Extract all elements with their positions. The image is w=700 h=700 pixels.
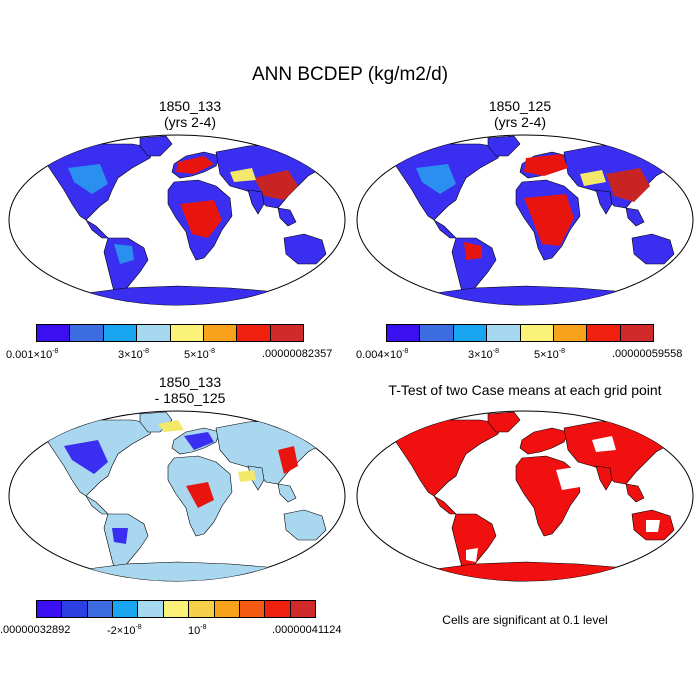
land-greenland <box>487 135 521 157</box>
colorbar-2-swatch-7 <box>587 325 621 341</box>
land-greenland <box>139 135 173 157</box>
data-patch-4 <box>254 170 298 200</box>
colorbar-3-swatch-8 <box>214 601 240 617</box>
data-patch-5 <box>464 242 482 260</box>
data-patch-3 <box>186 482 214 508</box>
colorbar-3-swatch-9 <box>239 601 266 617</box>
land-seAsia <box>277 207 297 227</box>
panel-3-title-line2: - 1850_125 <box>154 390 226 406</box>
panel-2-title-line2: (yrs 2-4) <box>493 114 547 130</box>
data-patch-1 <box>64 440 108 474</box>
colorbar-2-swatch-5 <box>520 325 554 341</box>
data-patch-6 <box>580 170 606 186</box>
panel-1-title-line2: (yrs 2-4) <box>163 114 217 130</box>
colorbar-3-swatch-11 <box>290 601 315 617</box>
colorbar-3-swatch-5 <box>138 601 164 617</box>
colorbar-3-swatch-4 <box>113 601 139 617</box>
colorbar-2-swatch-3 <box>453 325 488 341</box>
colorbar-1-label-min: 0.001×10-8 <box>6 348 59 361</box>
data-patch-1 <box>556 466 586 490</box>
colorbar-1-swatch-4 <box>137 325 171 341</box>
data-patch-7 <box>238 470 256 482</box>
data-patch-3 <box>592 436 616 452</box>
panel-3-title: 1850_133 - 1850_125 <box>80 374 300 406</box>
land-northAmerica <box>395 419 503 497</box>
colorbar-3-swatch-1 <box>37 601 63 617</box>
colorbar-2-swatch-6 <box>553 325 588 341</box>
colorbar-2-label-max: .00000059558 <box>612 348 683 360</box>
land-australia <box>283 509 327 541</box>
data-patch-4 <box>278 446 298 474</box>
panel-2-title-line1: 1850_125 <box>488 98 552 114</box>
colorbar-1-swatch-7 <box>237 325 271 341</box>
data-patch-2 <box>184 432 214 450</box>
colorbar-1-swatch-5 <box>170 325 204 341</box>
colorbar-1-swatch-8 <box>270 325 303 341</box>
panel-1-title: 1850_133 (yrs 2-4) <box>80 98 300 130</box>
panel-1-title-line1: 1850_133 <box>158 98 222 114</box>
colorbar-3-label-max: .00000041124 <box>272 624 342 636</box>
colorbar-1-swatch-1 <box>37 325 71 341</box>
data-patch-4 <box>606 168 650 202</box>
colorbar-3-swatch-6 <box>163 601 190 617</box>
land-india <box>247 189 265 215</box>
land-seAsia <box>625 483 645 503</box>
land-europe <box>519 427 569 455</box>
colorbar-2-swatch-4 <box>487 325 521 341</box>
data-patch-1 <box>416 164 456 194</box>
colorbar-2-swatch-2 <box>420 325 454 341</box>
data-patch-4 <box>646 520 660 532</box>
colorbar-2-swatch-1 <box>387 325 421 341</box>
colorbar-2-label-mid2: 5×10-8 <box>534 348 566 361</box>
colorbar-2 <box>386 324 654 342</box>
data-patch-3 <box>180 200 222 238</box>
land-seAsia <box>277 483 297 503</box>
continents <box>47 135 331 305</box>
panel-4-title: T-Test of two Case means at each grid po… <box>388 382 662 398</box>
significance-note: Cells are significant at 0.1 level <box>442 613 608 627</box>
colorbar-1 <box>36 324 304 342</box>
colorbar-3-label-mid2: 10-8 <box>188 624 207 637</box>
land-india <box>595 189 613 215</box>
colorbar-2-swatch-8 <box>620 325 653 341</box>
colorbar-3-swatch-2 <box>62 601 88 617</box>
land-india <box>595 465 613 491</box>
data-patch-2 <box>466 548 478 562</box>
panel-2-title: 1850_125 (yrs 2-4) <box>410 98 630 130</box>
data-patch-6 <box>158 420 184 432</box>
continents <box>395 135 679 305</box>
colorbar-2-label-min: 0.004×10-8 <box>356 348 409 361</box>
colorbar-1-label-mid1: 3×10-8 <box>118 348 150 361</box>
colorbar-2-label-mid1: 3×10-8 <box>468 348 500 361</box>
colorbar-1-swatch-3 <box>103 325 138 341</box>
data-patch-5 <box>114 244 134 264</box>
colorbar-1-swatch-6 <box>203 325 238 341</box>
data-patch-2 <box>524 154 568 176</box>
land-greenland <box>487 411 521 433</box>
colorbar-3-swatch-7 <box>189 601 215 617</box>
colorbar-3-swatch-3 <box>87 601 114 617</box>
colorbar-3-label-mid1: -2×10-8 <box>107 624 142 637</box>
data-patch-3 <box>524 194 574 246</box>
land-australia <box>631 233 675 265</box>
map-panel-4 <box>356 410 694 582</box>
colorbar-1-swatch-2 <box>70 325 104 341</box>
land-australia <box>283 233 327 265</box>
colorbar-3-swatch-10 <box>265 601 291 617</box>
panel-3-title-line1: 1850_133 <box>158 374 222 390</box>
colorbar-1-label-mid2: 5×10-8 <box>184 348 216 361</box>
data-patch-6 <box>230 168 256 182</box>
map-panel-3 <box>8 410 346 582</box>
land-seAsia <box>625 207 645 227</box>
map-panel-1 <box>8 134 346 306</box>
data-patch-2 <box>176 156 214 174</box>
colorbar-3-label-min: .00000032892 <box>0 624 71 636</box>
data-patch-1 <box>68 164 108 194</box>
figure-title: ANN BCDEP (kg/m2/d) <box>251 64 449 85</box>
colorbar-3 <box>36 600 316 618</box>
colorbar-1-label-max: .00000082357 <box>262 348 333 360</box>
map-panel-2 <box>356 134 694 306</box>
data-patch-5 <box>112 528 128 544</box>
